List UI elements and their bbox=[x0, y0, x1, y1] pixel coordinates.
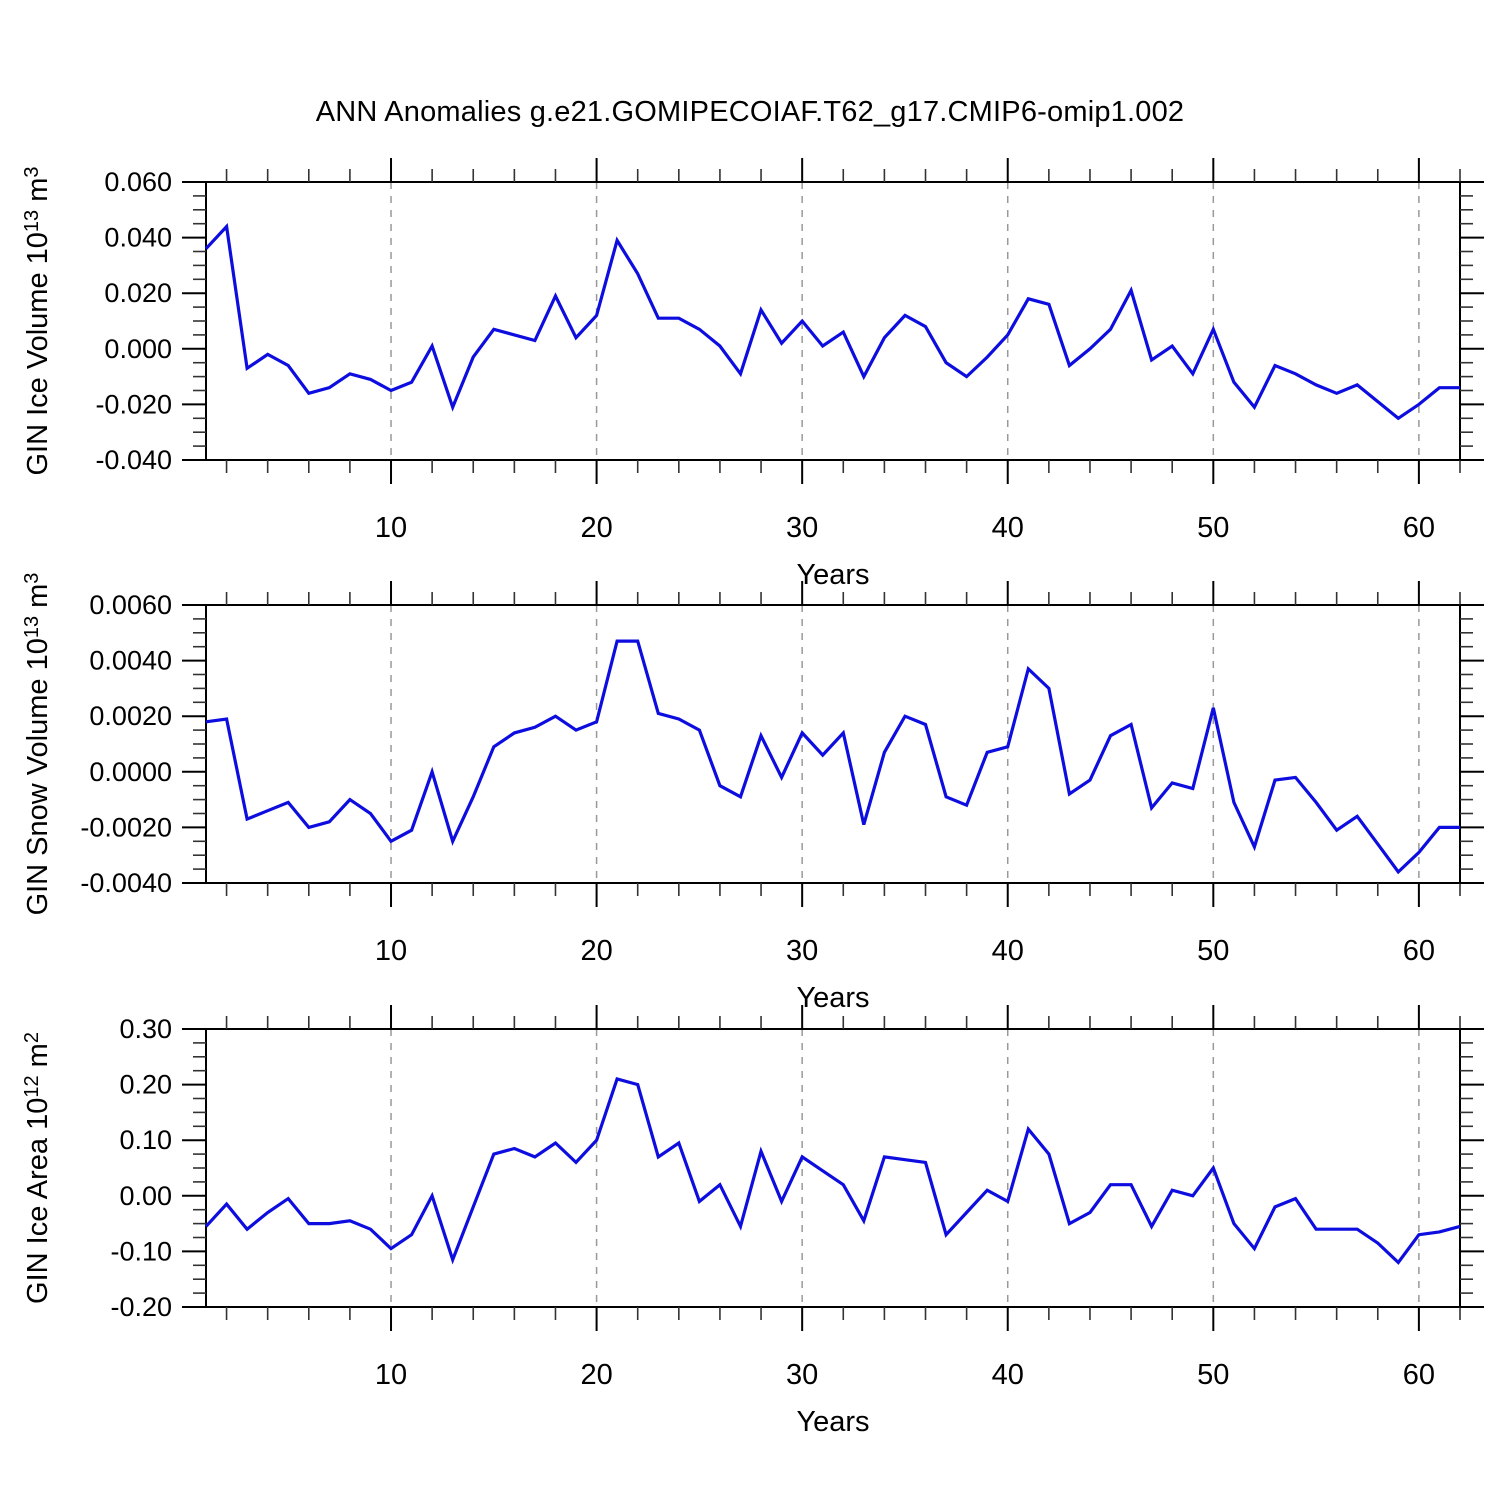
data-series-line bbox=[204, 1077, 1461, 1265]
y-tick-label: -0.10 bbox=[110, 1236, 172, 1266]
plot-frame bbox=[205, 181, 1461, 461]
y-tick-label: -0.0040 bbox=[80, 868, 172, 898]
x-tick-label: 60 bbox=[1403, 1359, 1435, 1391]
y-tick-label: 0.20 bbox=[119, 1070, 172, 1100]
x-tick-label: 50 bbox=[1197, 1359, 1229, 1391]
x-tick-label: 40 bbox=[992, 1359, 1024, 1391]
x-axis-label: Years bbox=[796, 559, 869, 591]
x-axis-label: Years bbox=[796, 1406, 869, 1438]
x-tick-label: 10 bbox=[375, 1359, 407, 1391]
x-tick-label: 30 bbox=[786, 512, 818, 544]
x-tick-label: 20 bbox=[580, 1359, 612, 1391]
y-tick-label: 0.0060 bbox=[89, 590, 172, 620]
y-tick-label: 0.00 bbox=[119, 1181, 172, 1211]
y-tick-label: 0.0000 bbox=[89, 757, 172, 787]
y-tick-label: -0.20 bbox=[110, 1292, 172, 1322]
x-tick-label: 10 bbox=[375, 512, 407, 544]
y-tick-label: -0.020 bbox=[95, 389, 172, 419]
y-tick-label: 0.020 bbox=[104, 278, 172, 308]
y-tick-label: 0.0020 bbox=[89, 701, 172, 731]
page-title: ANN Anomalies g.e21.GOMIPECOIAF.T62_g17.… bbox=[315, 96, 1185, 128]
data-series-line bbox=[204, 222, 1460, 421]
y-tick-label: 0.10 bbox=[119, 1125, 172, 1155]
y-tick-label: -0.040 bbox=[95, 445, 172, 475]
x-tick-label: 10 bbox=[375, 935, 407, 967]
x-tick-label: 20 bbox=[580, 935, 612, 967]
y-tick-label: 0.0040 bbox=[89, 646, 172, 676]
x-axis-label: Years bbox=[796, 982, 869, 1014]
data-series-line bbox=[205, 639, 1460, 875]
x-tick-label: 30 bbox=[786, 1359, 818, 1391]
x-tick-label: 40 bbox=[992, 935, 1024, 967]
y-tick-label: -0.0020 bbox=[80, 812, 172, 842]
x-tick-label: 60 bbox=[1403, 935, 1435, 967]
y-tick-label: 0.040 bbox=[104, 223, 172, 253]
y-tick-label: 0.30 bbox=[119, 1014, 172, 1044]
x-tick-label: 50 bbox=[1197, 935, 1229, 967]
x-tick-label: 30 bbox=[786, 935, 818, 967]
y-tick-label: 0.060 bbox=[104, 167, 172, 197]
plot-frame bbox=[205, 1028, 1461, 1308]
x-tick-label: 40 bbox=[992, 512, 1024, 544]
x-tick-label: 50 bbox=[1197, 512, 1229, 544]
x-tick-label: 20 bbox=[580, 512, 612, 544]
y-tick-label: 0.000 bbox=[104, 334, 172, 364]
x-tick-label: 60 bbox=[1403, 512, 1435, 544]
